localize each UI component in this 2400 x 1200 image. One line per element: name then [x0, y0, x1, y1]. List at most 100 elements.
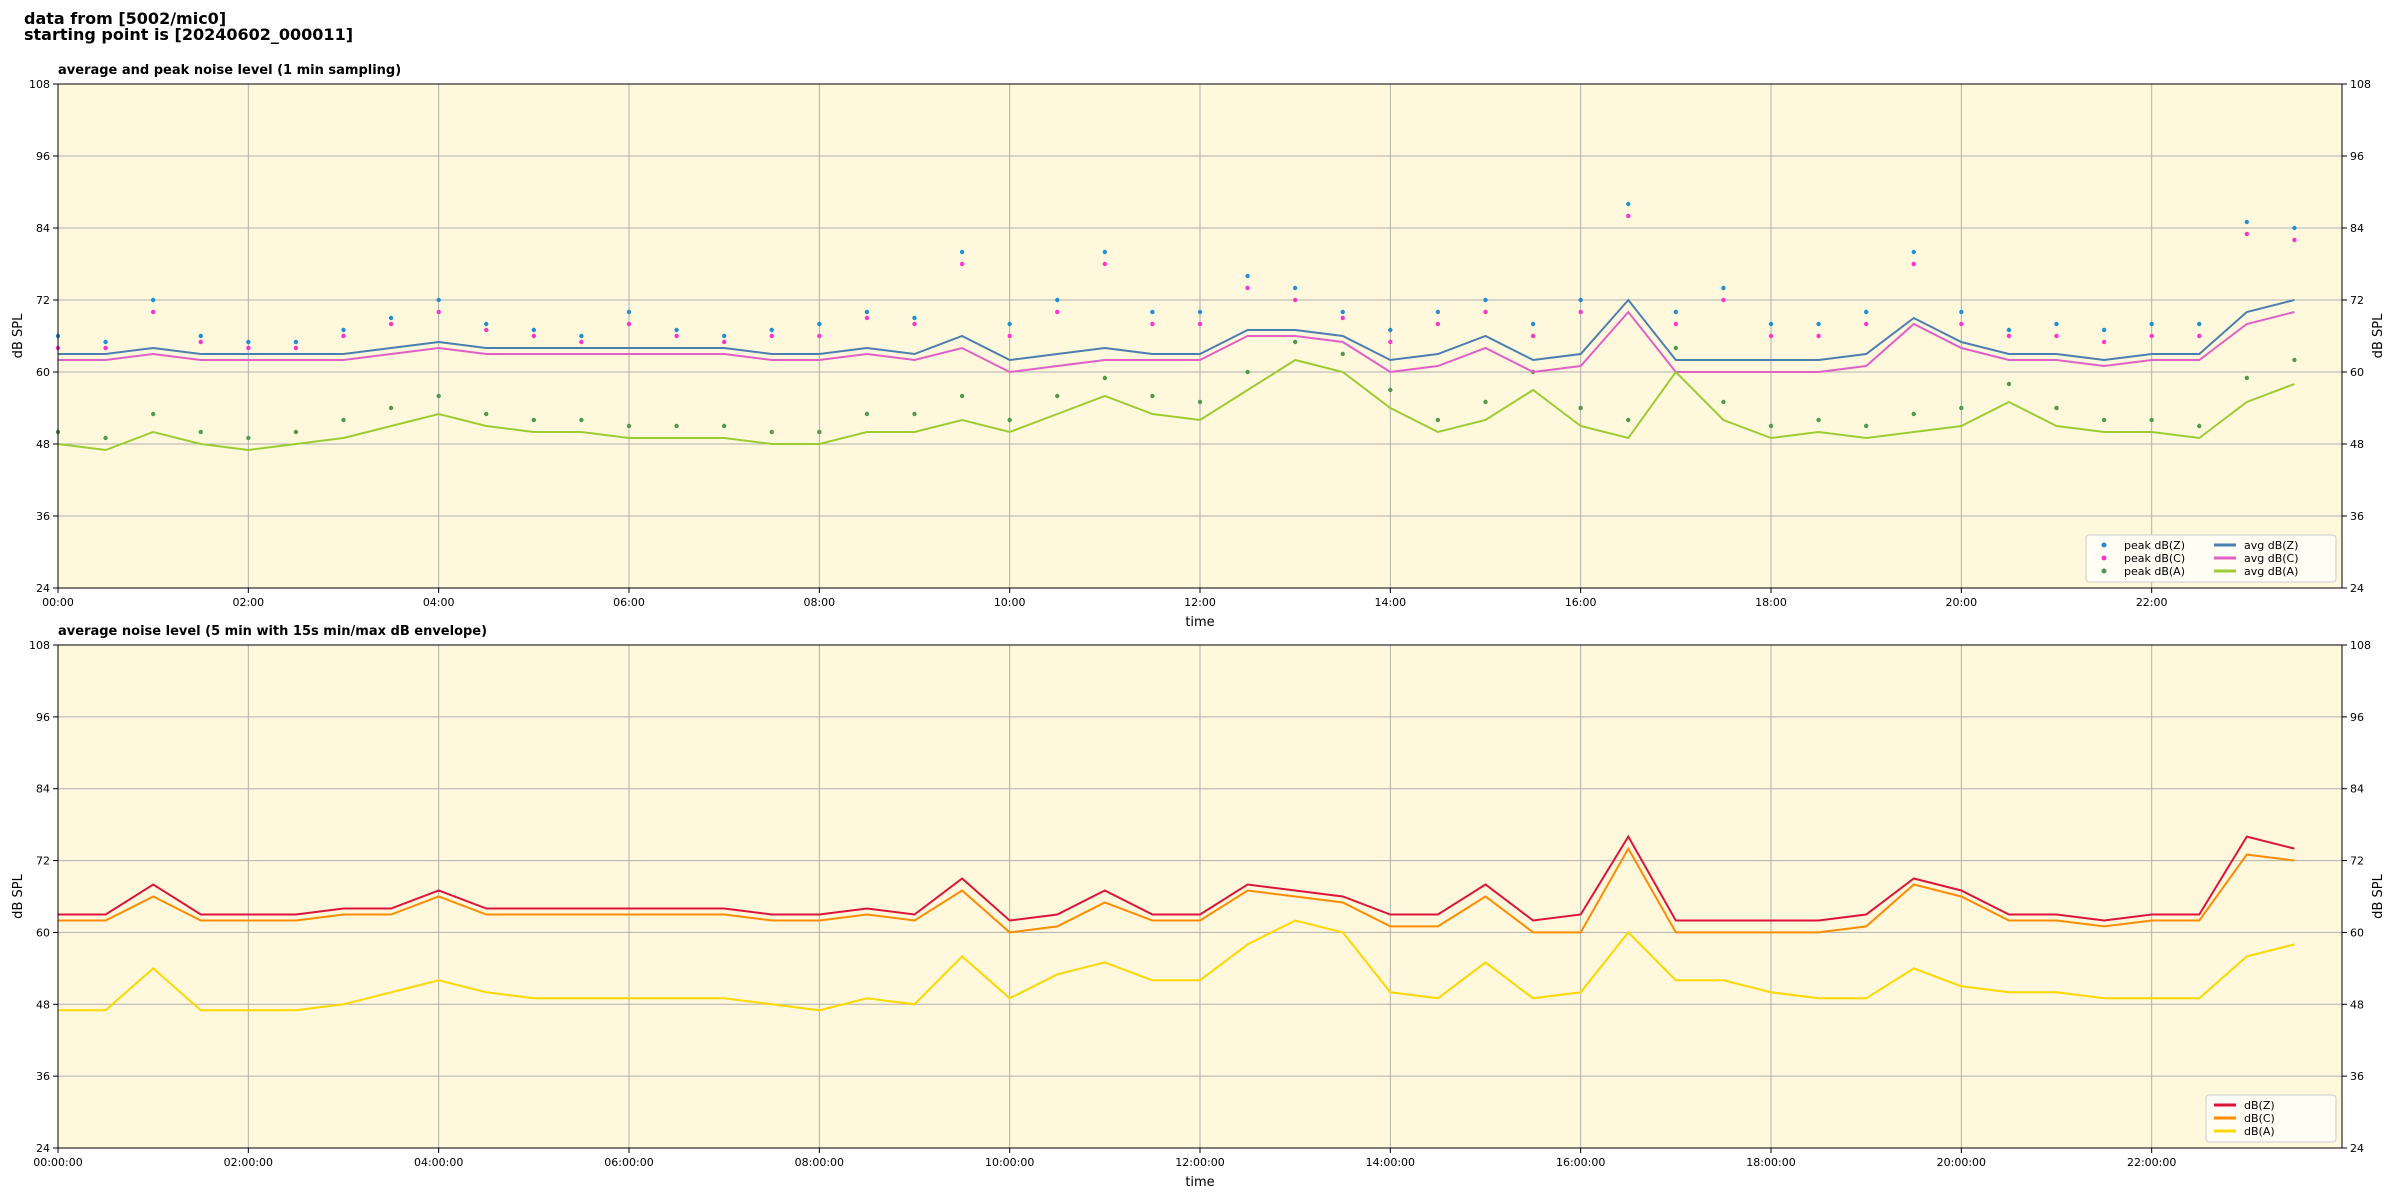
x-tick-label: 00:00:00: [33, 1156, 82, 1169]
x-tick-label: 02:00: [232, 596, 264, 609]
peak-point: [1007, 321, 1012, 327]
peak-point: [484, 411, 489, 417]
y-tick-label: 72: [36, 294, 50, 307]
peak-point: [1150, 321, 1155, 327]
x-tick-label: 18:00: [1755, 596, 1787, 609]
y2-tick-label: 108: [2350, 639, 2371, 652]
peak-point: [959, 393, 965, 399]
peak-point: [959, 261, 965, 267]
peak-point: [198, 339, 203, 345]
legend-label: peak dB(Z): [2124, 539, 2185, 552]
peak-point: [1197, 399, 1203, 405]
x-tick-label: 20:00: [1945, 596, 1977, 609]
peak-point: [1626, 213, 1631, 219]
x-tick-label: 16:00: [1565, 596, 1597, 609]
peak-point: [246, 339, 251, 345]
peak-point: [579, 417, 584, 423]
peak-point: [436, 393, 441, 399]
y2-tick-label: 84: [2350, 783, 2364, 796]
x-tick-label: 14:00:00: [1366, 1156, 1415, 1169]
peak-point: [579, 339, 584, 345]
peak-point: [864, 411, 870, 417]
peak-point: [1959, 405, 1964, 411]
peak-point: [912, 315, 917, 321]
y-tick-label: 48: [36, 998, 50, 1011]
peak-point: [2054, 405, 2059, 411]
y-tick-label: 60: [36, 926, 50, 939]
y2-tick-label: 72: [2350, 855, 2364, 868]
peak-point: [531, 333, 537, 339]
peak-point: [1340, 351, 1345, 357]
plot-frame: [57, 644, 2343, 1149]
peak-point: [293, 345, 299, 351]
y2-tick-label: 24: [2350, 1142, 2364, 1155]
peak-point: [1673, 309, 1679, 315]
peak-point: [531, 327, 537, 333]
peak-point: [1816, 417, 1821, 423]
peak-point: [912, 321, 917, 327]
peak-point: [817, 333, 822, 339]
peak-point: [1768, 423, 1774, 429]
x-tick-label: 08:00: [803, 596, 835, 609]
x-tick-label: 22:00:00: [2127, 1156, 2176, 1169]
peak-point: [246, 435, 251, 441]
peak-point: [1673, 345, 1679, 351]
legend-marker: [2101, 568, 2107, 574]
peak-point: [1768, 321, 1774, 327]
peak-point: [484, 327, 489, 333]
y2-tick-label: 24: [2350, 582, 2364, 595]
x-tick-label: 22:00: [2136, 596, 2168, 609]
y-tick-label: 36: [36, 1070, 50, 1083]
y-tick-label: 36: [36, 510, 50, 523]
peak-point: [1055, 297, 1060, 303]
peak-point: [1578, 309, 1583, 315]
peak-point: [721, 423, 727, 429]
peak-point: [1911, 249, 1916, 255]
peak-point: [2054, 333, 2059, 339]
peak-point: [1102, 375, 1108, 381]
peak-point: [1150, 393, 1155, 399]
x-tick-label: 10:00: [994, 596, 1026, 609]
peak-point: [1721, 297, 1726, 303]
peak-point: [1150, 309, 1155, 315]
y-tick-label: 84: [36, 783, 50, 796]
peak-point: [1340, 315, 1345, 321]
y-axis-label: dB SPL: [11, 873, 26, 918]
peak-point: [1959, 309, 1964, 315]
y-tick-label: 24: [36, 582, 50, 595]
y-tick-label: 96: [36, 711, 50, 724]
y-tick-label: 108: [29, 639, 50, 652]
peak-point: [1197, 321, 1203, 327]
y-tick-label: 48: [36, 438, 50, 451]
x-tick-label: 00:00: [42, 596, 74, 609]
legend-box: [2205, 1094, 2337, 1143]
peak-point: [912, 411, 917, 417]
legend-label: avg dB(Z): [2244, 539, 2298, 552]
peak-point: [2101, 339, 2107, 345]
y2-tick-label: 96: [2350, 711, 2364, 724]
peak-point: [1245, 273, 1250, 279]
peak-point: [531, 417, 537, 423]
series-line: [58, 834, 2295, 922]
peak-point: [1721, 399, 1726, 405]
peak-point: [1911, 411, 1916, 417]
legend-label: peak dB(A): [2124, 565, 2185, 578]
y2-axis-label: dB SPL: [2371, 873, 2386, 918]
legend-box: [2085, 534, 2337, 583]
peak-point: [2244, 231, 2250, 237]
peak-point: [1673, 321, 1679, 327]
peak-point: [2006, 327, 2012, 333]
peak-point: [103, 345, 108, 351]
x-tick-label: 06:00: [613, 596, 645, 609]
peak-point: [1435, 309, 1441, 315]
peak-point: [1863, 321, 1869, 327]
peak-point: [2006, 381, 2012, 387]
peak-point: [1816, 321, 1821, 327]
legend-label: dB(C): [2244, 1112, 2275, 1125]
peak-point: [1578, 297, 1583, 303]
series-line: [58, 298, 2295, 362]
peak-point: [2292, 237, 2297, 243]
y-tick-label: 60: [36, 366, 50, 379]
peak-point: [198, 333, 203, 339]
